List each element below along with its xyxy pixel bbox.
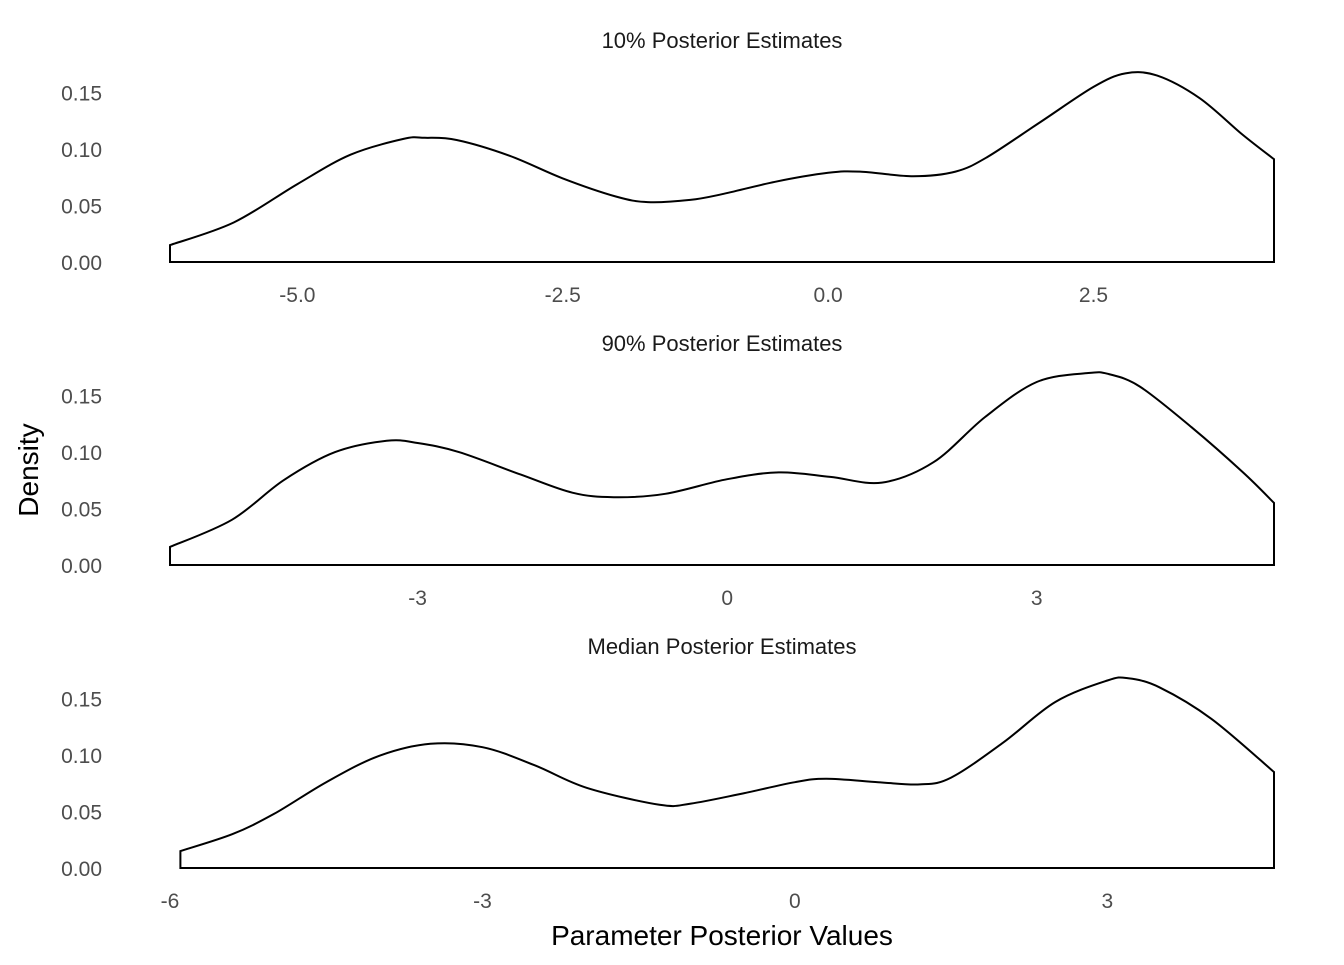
density-panel-3: Median Posterior Estimates 0.00 0.05 0.10 0.… [61,634,1275,913]
x-tick-label: -2.5 [545,284,581,307]
x-tick-label: 2.5 [1079,284,1108,307]
y-tick-label: 0.05 [61,802,102,825]
density-curve [169,371,1275,566]
x-tick-label: 3 [1031,587,1043,610]
panel-title: 10% Posterior Estimates [602,28,843,53]
y-tick-label: 0.15 [61,386,102,409]
x-tick-label: -5.0 [279,284,315,307]
x-axis-title: Parameter Posterior Values [551,920,893,951]
panel-title: 90% Posterior Estimates [602,331,843,356]
density-panel-1: 10% Posterior Estimates 0.00 0.05 0.10 0.15 -… [61,28,1275,307]
y-axis-title: Density [13,423,44,516]
x-tick-label: 0.0 [814,284,843,307]
y-tick-label: 0.05 [61,499,102,522]
y-tick-label: 0.00 [61,555,102,578]
density-panel-2: 90% Posterior Estimates 0.00 0.05 0.10 0.15 -… [61,331,1275,610]
y-tick-label: 0.10 [61,745,102,768]
density-curve [169,71,1275,263]
y-tick-label: 0.10 [61,139,102,162]
panel-title: Median Posterior Estimates [588,634,857,659]
y-tick-label: 0.15 [61,689,102,712]
x-tick-label: 3 [1102,890,1114,913]
y-tick-label: 0.10 [61,442,102,465]
y-tick-label: 0.15 [61,83,102,106]
x-tick-label: -3 [473,890,492,913]
y-tick-label: 0.05 [61,196,102,219]
x-tick-label: 0 [789,890,801,913]
x-tick-label: -3 [408,587,427,610]
density-curve [179,676,1275,869]
y-tick-label: 0.00 [61,252,102,275]
x-tick-label: -6 [161,890,180,913]
x-tick-label: 0 [721,587,733,610]
y-tick-label: 0.00 [61,858,102,881]
